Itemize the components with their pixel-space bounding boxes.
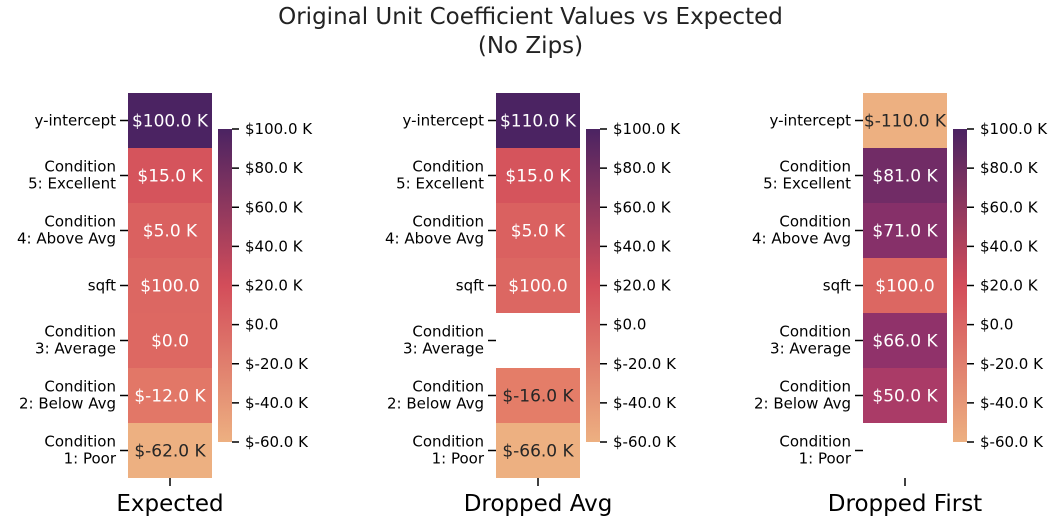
colorbar-tick-label: $0.0: [613, 316, 646, 334]
colorbar-tick-label: $-20.0 K: [980, 355, 1044, 373]
row-label: Condition 3: Average: [403, 323, 484, 358]
row-label: Condition 3: Average: [770, 323, 851, 358]
heatmap-cell: [496, 203, 580, 258]
row-label: Condition 2: Below Avg: [19, 378, 116, 413]
cell-value-label: $71.0 K: [872, 222, 938, 242]
cell-value-label: $50.0 K: [872, 387, 938, 407]
cell-value-label: $100.0: [508, 277, 567, 297]
colorbar-tick-label: $-60.0 K: [613, 433, 677, 451]
cell-value-label: $66.0 K: [872, 332, 938, 352]
colorbar-tick-label: $-40.0 K: [613, 394, 677, 412]
chart-subtitle: (No Zips): [477, 33, 584, 59]
cell-value-label: $100.0 K: [132, 112, 209, 132]
colorbar-tick-label: $60.0 K: [245, 198, 304, 216]
chart-title: Original Unit Coefficient Values vs Expe…: [278, 4, 783, 30]
cell-value-label: $100.0: [875, 277, 934, 297]
heatmap-cell: [128, 148, 212, 203]
colorbar-tick-label: $-20.0 K: [245, 355, 309, 373]
heatmap-cell: [128, 203, 212, 258]
colorbar-tick-label: $60.0 K: [980, 198, 1039, 216]
colorbar-tick-label: $80.0 K: [245, 159, 304, 177]
colorbar-tick-label: $-40.0 K: [980, 394, 1044, 412]
heatmap-cell: [128, 93, 212, 148]
row-label: Condition 2: Below Avg: [387, 378, 484, 413]
colorbar-tick-label: $-60.0 K: [245, 433, 309, 451]
row-label: Condition 4: Above Avg: [385, 213, 484, 248]
row-label: y-intercept: [769, 112, 851, 130]
cell-value-label: $81.0 K: [872, 167, 938, 187]
colorbar-tick-label: $20.0 K: [613, 277, 672, 295]
heatmap-cell: [128, 423, 212, 478]
colorbar-tick-label: $80.0 K: [613, 159, 672, 177]
row-label: Condition 5: Excellent: [28, 158, 116, 193]
heatmap-cell: [863, 203, 947, 258]
colorbar-tick-label: $40.0 K: [613, 237, 672, 255]
heatmap-cell: [496, 258, 580, 313]
colorbar-tick-label: $100.0 K: [245, 120, 313, 138]
x-axis-label: Dropped Avg: [464, 491, 613, 517]
colorbar-tick-label: $60.0 K: [613, 198, 672, 216]
colorbar-tick-label: $40.0 K: [245, 237, 304, 255]
cell-value-label: $15.0 K: [505, 167, 571, 187]
row-label: y-intercept: [402, 112, 484, 130]
row-label: Condition 2: Below Avg: [754, 378, 851, 413]
row-label: Condition 5: Excellent: [396, 158, 484, 193]
colorbar: [953, 129, 967, 442]
row-label: sqft: [456, 277, 484, 295]
heatmap-cell: [863, 148, 947, 203]
cell-value-label: $5.0 K: [511, 222, 566, 242]
colorbar-tick-label: $-60.0 K: [980, 433, 1044, 451]
colorbar: [586, 129, 600, 442]
colorbar-tick-label: $-40.0 K: [245, 394, 309, 412]
colorbar-tick-label: $20.0 K: [245, 277, 304, 295]
cell-value-label: $15.0 K: [137, 167, 203, 187]
heatmap-cell: [128, 368, 212, 423]
row-label: Condition 1: Poor: [779, 433, 851, 468]
colorbar-tick-label: $20.0 K: [980, 277, 1039, 295]
x-axis-label: Expected: [116, 491, 223, 517]
row-label: Condition 4: Above Avg: [752, 213, 851, 248]
cell-value-label: $-12.0 K: [134, 387, 206, 407]
row-label: sqft: [88, 277, 116, 295]
colorbar-tick-label: $100.0 K: [980, 120, 1048, 138]
cell-value-label: $0.0: [151, 332, 189, 352]
colorbar-tick-label: $40.0 K: [980, 237, 1039, 255]
cell-value-label: $5.0 K: [143, 222, 198, 242]
row-label: sqft: [823, 277, 851, 295]
row-label: Condition 3: Average: [35, 323, 116, 358]
heatmap-cell: [496, 93, 580, 148]
colorbar-tick-label: $0.0: [980, 316, 1013, 334]
colorbar-tick-label: $80.0 K: [980, 159, 1039, 177]
heatmap-cell: [863, 258, 947, 313]
cell-value-label: $-16.0 K: [502, 387, 574, 407]
heatmap-cell: [496, 368, 580, 423]
cell-value-label: $-66.0 K: [502, 442, 574, 462]
heatmap-cell: [863, 93, 947, 148]
row-label: y-intercept: [34, 112, 116, 130]
row-label: Condition 1: Poor: [44, 433, 116, 468]
heatmap-cell: [863, 313, 947, 368]
cell-value-label: $110.0 K: [500, 112, 577, 132]
heatmap-cell: [128, 258, 212, 313]
row-label: Condition 4: Above Avg: [17, 213, 116, 248]
row-label: Condition 5: Excellent: [763, 158, 851, 193]
heatmap-cell: [496, 423, 580, 478]
colorbar: [218, 129, 232, 442]
colorbar-tick-label: $-20.0 K: [613, 355, 677, 373]
cell-value-label: $100.0: [140, 277, 199, 297]
heatmap-cell: [496, 148, 580, 203]
cell-value-label: $-110.0 K: [864, 112, 947, 132]
row-label: Condition 1: Poor: [412, 433, 484, 468]
cell-value-label: $-62.0 K: [134, 442, 206, 462]
x-axis-label: Dropped First: [828, 491, 982, 517]
colorbar-tick-label: $0.0: [245, 316, 278, 334]
heatmap-cell: [128, 313, 212, 368]
heatmap-cell: [863, 368, 947, 423]
colorbar-tick-label: $100.0 K: [613, 120, 681, 138]
